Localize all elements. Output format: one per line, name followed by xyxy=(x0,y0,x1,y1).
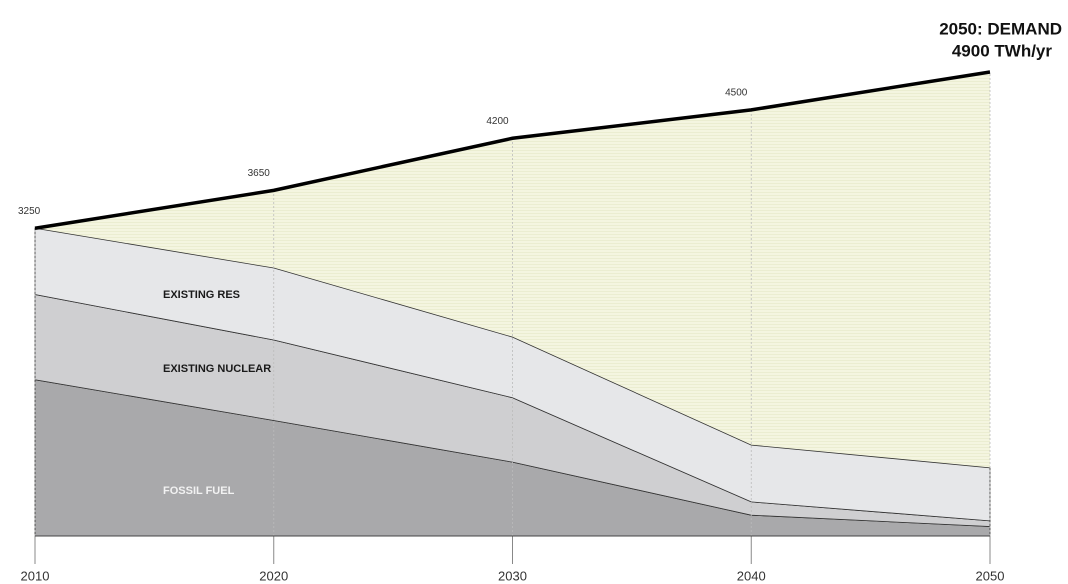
x-tick-label: 2020 xyxy=(259,568,288,583)
demand-line xyxy=(34,70,991,230)
data-label: 3250 xyxy=(18,206,41,217)
x-tick-label: 2050 xyxy=(976,568,1005,583)
series-label: EXISTING NUCLEAR xyxy=(163,363,271,375)
data-label: 4500 xyxy=(725,88,748,99)
data-label: 3650 xyxy=(248,168,271,179)
series-label: FOSSIL FUEL xyxy=(163,485,235,497)
series-label: EXISTING RES xyxy=(163,289,240,301)
annotation: 2050: DEMAND xyxy=(939,19,1062,38)
data-label: 4200 xyxy=(486,116,509,127)
annotation: 4900 TWh/yr xyxy=(952,41,1053,60)
x-tick-label: 2010 xyxy=(21,568,50,583)
x-tick-label: 2030 xyxy=(498,568,527,583)
x-tick-label: 2040 xyxy=(737,568,766,583)
